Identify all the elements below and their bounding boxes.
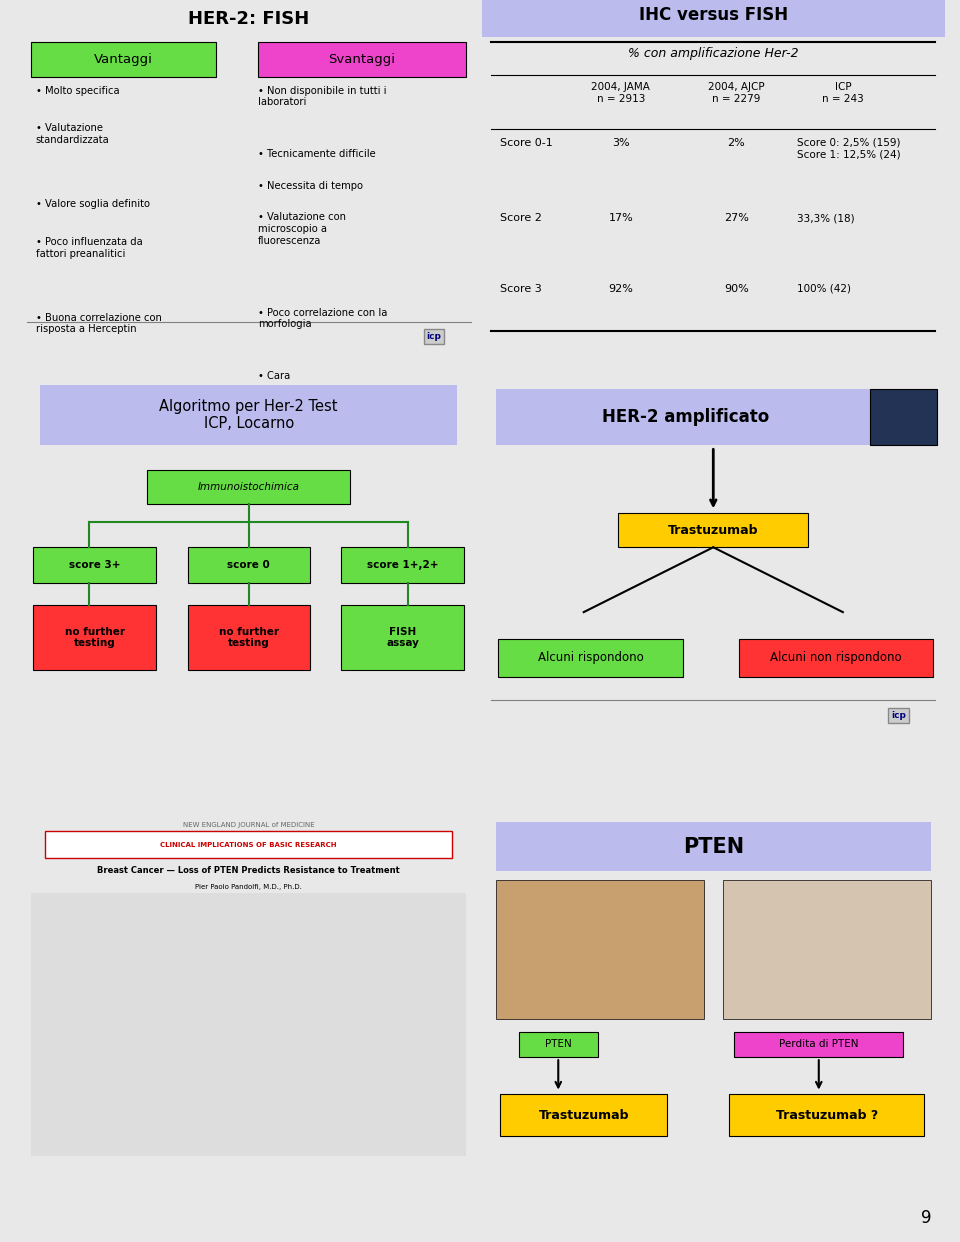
Text: Score 0-1: Score 0-1 <box>500 138 553 148</box>
Text: 27%: 27% <box>724 214 749 224</box>
FancyBboxPatch shape <box>723 881 931 1018</box>
FancyBboxPatch shape <box>34 605 156 669</box>
Text: • Cara: • Cara <box>258 371 290 381</box>
FancyBboxPatch shape <box>618 513 808 548</box>
FancyBboxPatch shape <box>31 42 216 77</box>
FancyBboxPatch shape <box>519 1032 597 1057</box>
FancyBboxPatch shape <box>870 389 937 445</box>
Text: Score 0: 2,5% (159)
Score 1: 12,5% (24): Score 0: 2,5% (159) Score 1: 12,5% (24) <box>797 138 900 159</box>
Text: icp: icp <box>891 710 906 720</box>
Text: 92%: 92% <box>609 283 634 294</box>
Text: NEW ENGLAND JOURNAL of MEDICINE: NEW ENGLAND JOURNAL of MEDICINE <box>182 822 315 828</box>
FancyBboxPatch shape <box>500 1094 667 1135</box>
Text: 33,3% (18): 33,3% (18) <box>797 214 854 224</box>
FancyBboxPatch shape <box>341 605 464 669</box>
FancyBboxPatch shape <box>495 822 931 871</box>
Text: CLINICAL IMPLICATIONS OF BASIC RESEARCH: CLINICAL IMPLICATIONS OF BASIC RESEARCH <box>160 842 337 848</box>
Text: 3%: 3% <box>612 138 630 148</box>
Text: Vantaggi: Vantaggi <box>94 53 154 66</box>
Text: no further
testing: no further testing <box>219 626 278 648</box>
FancyBboxPatch shape <box>34 548 156 584</box>
FancyBboxPatch shape <box>147 469 350 504</box>
FancyBboxPatch shape <box>739 640 933 677</box>
Text: Score 2: Score 2 <box>500 214 542 224</box>
Text: • Poco correlazione con la
morfologia: • Poco correlazione con la morfologia <box>258 308 387 329</box>
Text: no further
testing: no further testing <box>64 626 125 648</box>
Text: • Valutazione con
microscopio a
fluorescenza: • Valutazione con microscopio a fluoresc… <box>258 212 346 246</box>
Text: HER-2: FISH: HER-2: FISH <box>188 10 309 29</box>
Text: score 3+: score 3+ <box>69 560 121 570</box>
Text: HER-2 amplificato: HER-2 amplificato <box>602 407 769 426</box>
Text: • Molto specifica: • Molto specifica <box>36 86 119 96</box>
Text: PTEN: PTEN <box>683 837 744 857</box>
FancyBboxPatch shape <box>734 1032 903 1057</box>
FancyBboxPatch shape <box>730 1094 924 1135</box>
Text: • Necessita di tempo: • Necessita di tempo <box>258 181 363 191</box>
Text: • Poco influenzata da
fattori preanalitici: • Poco influenzata da fattori preanaliti… <box>36 237 142 258</box>
Text: Trastuzumab ?: Trastuzumab ? <box>776 1109 877 1122</box>
Text: Alcuni rispondono: Alcuni rispondono <box>538 651 643 664</box>
FancyBboxPatch shape <box>31 893 467 1155</box>
FancyBboxPatch shape <box>495 389 876 445</box>
Text: Pier Paolo Pandolfi, M.D., Ph.D.: Pier Paolo Pandolfi, M.D., Ph.D. <box>195 883 302 889</box>
FancyBboxPatch shape <box>482 0 945 37</box>
Text: • Valutazione
standardizzata: • Valutazione standardizzata <box>36 123 109 145</box>
FancyBboxPatch shape <box>495 881 704 1018</box>
Text: Trastuzumab: Trastuzumab <box>539 1109 629 1122</box>
Text: % con amplificazione Her-2: % con amplificazione Her-2 <box>628 47 799 60</box>
FancyBboxPatch shape <box>187 548 310 584</box>
Text: PTEN: PTEN <box>545 1040 571 1049</box>
Text: 9: 9 <box>921 1210 931 1227</box>
Text: • Tecnicamente difficile: • Tecnicamente difficile <box>258 149 375 159</box>
Text: FISH
assay: FISH assay <box>386 626 419 648</box>
Text: Algoritmo per Her-2 Test
ICP, Locarno: Algoritmo per Her-2 Test ICP, Locarno <box>159 399 338 431</box>
Text: icp: icp <box>426 332 442 342</box>
Text: Perdita di PTEN: Perdita di PTEN <box>779 1040 858 1049</box>
Text: 17%: 17% <box>609 214 633 224</box>
Text: 2004, JAMA
n = 2913: 2004, JAMA n = 2913 <box>591 82 650 103</box>
Text: 2004, AJCP
n = 2279: 2004, AJCP n = 2279 <box>708 82 765 103</box>
Text: • Buona correlazione con
risposta a Herceptin: • Buona correlazione con risposta a Herc… <box>36 313 161 334</box>
Text: score 0: score 0 <box>228 560 271 570</box>
Text: 100% (42): 100% (42) <box>797 283 851 294</box>
Text: Breast Cancer — Loss of PTEN Predicts Resistance to Treatment: Breast Cancer — Loss of PTEN Predicts Re… <box>97 866 400 874</box>
Text: Trastuzumab: Trastuzumab <box>668 524 758 537</box>
Text: score 1+,2+: score 1+,2+ <box>367 560 439 570</box>
FancyBboxPatch shape <box>258 42 467 77</box>
Text: 90%: 90% <box>724 283 749 294</box>
FancyBboxPatch shape <box>40 385 457 445</box>
Text: Alcuni non rispondono: Alcuni non rispondono <box>770 651 901 664</box>
FancyBboxPatch shape <box>45 831 452 858</box>
Text: • Valore soglia definito: • Valore soglia definito <box>36 199 150 209</box>
Text: IHC versus FISH: IHC versus FISH <box>638 6 788 25</box>
Text: ICP
n = 243: ICP n = 243 <box>822 82 864 103</box>
Text: Score 3: Score 3 <box>500 283 542 294</box>
Text: 2%: 2% <box>728 138 745 148</box>
Text: Svantaggi: Svantaggi <box>328 53 396 66</box>
FancyBboxPatch shape <box>341 548 464 584</box>
Text: Immunoistochimica: Immunoistochimica <box>198 482 300 492</box>
Text: • Non disponibile in tutti i
laboratori: • Non disponibile in tutti i laboratori <box>258 86 386 107</box>
FancyBboxPatch shape <box>498 640 684 677</box>
FancyBboxPatch shape <box>187 605 310 669</box>
